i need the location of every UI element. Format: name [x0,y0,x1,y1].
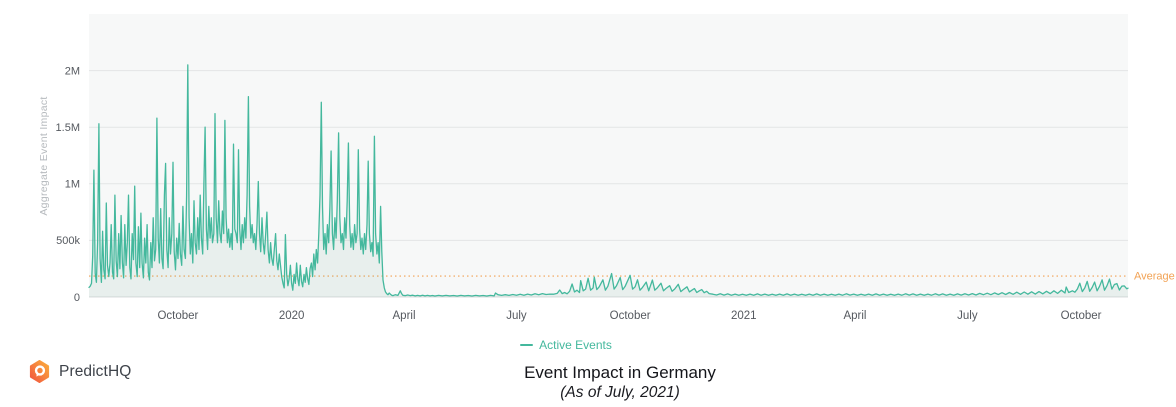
y-tick-label: 2M [65,65,80,77]
average-label: Average [1134,271,1175,283]
y-axis-title: Aggregate Event Impact [38,96,50,215]
caption: Event Impact in Germany (As of July, 202… [64,363,1176,403]
chart-subtitle: (As of July, 2021) [560,383,680,401]
legend-label: Active Events [539,338,612,352]
x-tick-label: October [1061,310,1102,322]
x-tick-label: July [506,310,527,322]
x-tick-label: July [957,310,978,322]
legend-line-swatch-icon [520,343,534,347]
x-tick-label: October [610,310,651,322]
y-tick-label: 500k [56,235,80,247]
active-events-line [88,64,1129,297]
active-events-area [89,64,1128,298]
y-tick-label: 1.5M [56,122,80,134]
y-tick-label: 0 [74,292,80,304]
x-tick-label: April [843,310,866,322]
y-tick-label: 1M [65,179,80,191]
x-tick-label: 2021 [731,310,757,322]
predicthq-logo-icon [29,360,50,383]
legend: Active Events [0,338,1132,352]
predicthq-logo: PredictHQ [28,360,131,383]
x-tick-label: October [157,310,198,322]
event-impact-chart: 0 500k 1M 1.5M 2M October 2020 April July October… [38,14,1175,322]
plot-area [89,14,1128,297]
x-tick-label: April [393,310,416,322]
predicthq-logo-text: PredictHQ [59,362,132,380]
chart-title: Event Impact in Germany [524,363,716,382]
x-tick-label: 2020 [279,310,305,322]
